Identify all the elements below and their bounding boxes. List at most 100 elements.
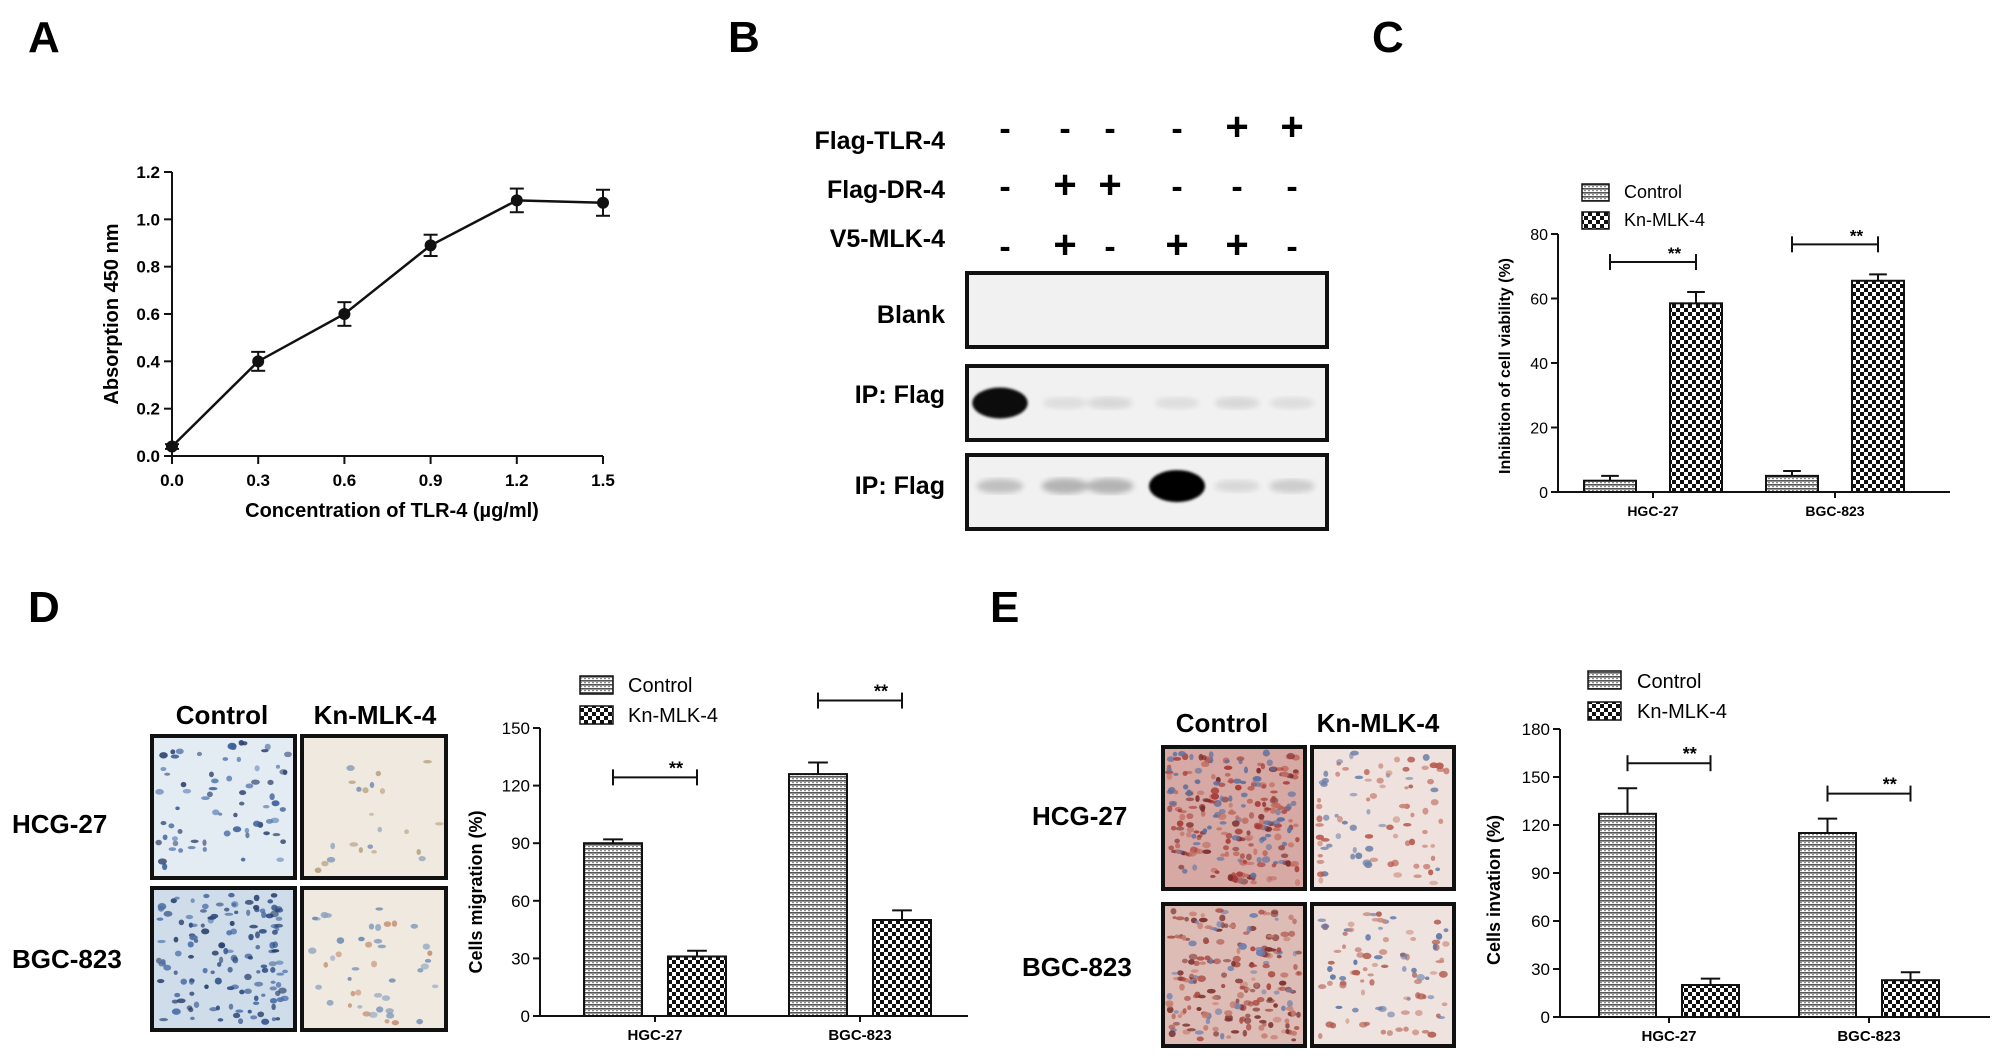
panel-b-blot: Flag-TLR-4 Flag-DR-4 V5-MLK-4 - - - - + +- + + -…: [814, 105, 1329, 531]
cell-dot: [157, 858, 167, 865]
cell-dot: [1182, 1023, 1191, 1027]
cell-dot: [240, 857, 246, 862]
cell-dot: [1273, 1003, 1278, 1008]
cell-dot: [1215, 908, 1224, 913]
cell-dot: [1246, 925, 1252, 933]
blot-band: [1041, 478, 1089, 494]
d-bar: [872, 919, 932, 1017]
cell-dot: [1188, 953, 1198, 960]
cell-dot: [375, 770, 382, 777]
cell-dot: [1290, 1010, 1296, 1017]
cell-dot: [270, 893, 278, 898]
cell-dot: [239, 989, 245, 995]
cell-dot: [230, 954, 238, 962]
cell-dot: [1201, 755, 1207, 761]
panel-letter-e: E: [990, 583, 1019, 632]
d-y-tick-label: 120: [502, 777, 530, 796]
cell-dot: [1199, 803, 1206, 811]
cell-dot: [1284, 1018, 1290, 1024]
c-category-label: BGC-823: [1805, 503, 1864, 519]
cell-dot: [226, 930, 233, 936]
cell-dot: [1349, 792, 1358, 797]
cell-dot: [1246, 798, 1254, 804]
cell-dot: [1393, 872, 1403, 878]
cell-dot: [1260, 763, 1266, 770]
a-x-label: Concentration of TLR-4 (µg/ml): [245, 500, 539, 522]
cell-dot: [1258, 818, 1265, 825]
cell-dot: [267, 779, 274, 786]
cell-dot: [1211, 995, 1218, 1000]
cell-dot: [1362, 912, 1372, 917]
cell-dot: [1416, 973, 1426, 981]
cell-dot: [1247, 785, 1255, 791]
cell-dot: [1224, 1010, 1233, 1016]
cell-dot: [155, 957, 162, 964]
cell-dot: [1250, 946, 1256, 952]
cell-dot: [1387, 861, 1395, 868]
cell-dot: [275, 990, 281, 997]
cell-dot: [371, 850, 377, 854]
cell-dot: [1245, 861, 1255, 866]
cell-dot: [241, 741, 248, 746]
blot-sign: -: [999, 228, 1010, 266]
cell-dot: [185, 914, 194, 920]
cell-dot: [1412, 1029, 1420, 1036]
cell-dot: [178, 848, 184, 853]
cell-dot: [157, 903, 167, 910]
cell-dot: [1254, 982, 1259, 988]
c-y-tick-label: 80: [1530, 227, 1548, 244]
cell-dot: [1214, 870, 1220, 874]
cell-dot: [217, 1018, 224, 1022]
cell-dot: [1182, 868, 1188, 874]
cell-dot: [1386, 1030, 1393, 1036]
c-y-tick-label: 60: [1530, 292, 1548, 309]
cell-dot: [1362, 952, 1372, 960]
cell-dot: [1405, 929, 1414, 935]
d-micrograph-grid: [150, 734, 448, 1032]
cell-dot: [1337, 815, 1343, 823]
cell-dot: [1198, 917, 1208, 923]
c-legend-label-kn: Kn-MLK-4: [1624, 210, 1705, 230]
d-bar: [583, 842, 643, 1018]
cell-dot: [159, 752, 168, 759]
cell-dot: [1182, 784, 1189, 790]
cell-dot: [200, 909, 207, 913]
cell-dot: [1196, 1036, 1204, 1042]
cell-dot: [1435, 933, 1443, 940]
cell-dot: [1316, 815, 1323, 823]
a-x-tick-label: 1.5: [591, 471, 615, 490]
cell-dot: [1231, 835, 1240, 841]
cell-dot: [1356, 952, 1365, 958]
cell-dot: [1190, 969, 1199, 973]
blot-band: [972, 387, 1028, 419]
cell-dot: [201, 903, 209, 910]
cell-dot: [212, 809, 220, 816]
blot-sign: -: [1171, 168, 1182, 206]
cell-dot: [1268, 1022, 1274, 1029]
cell-dot: [1239, 853, 1245, 860]
blot-sign: -: [999, 168, 1010, 206]
cell-dot: [348, 780, 356, 785]
cell-dot: [1245, 1013, 1251, 1018]
cell-dot: [1422, 753, 1430, 761]
cell-dot: [229, 920, 235, 927]
cell-dot: [1323, 770, 1329, 777]
e-row-label-hcg27: HCG-27: [1032, 801, 1127, 831]
cell-dot: [1369, 979, 1375, 986]
cell-dot: [1171, 1013, 1176, 1020]
cell-dot: [416, 848, 421, 856]
blot-sign: -: [1059, 110, 1070, 148]
a-y-tick-label: 0.2: [136, 400, 160, 419]
cell-dot: [1189, 911, 1198, 917]
cell-dot: [1315, 823, 1324, 827]
cell-dot: [271, 1003, 276, 1011]
cell-dot: [1278, 845, 1286, 851]
cell-dot: [1167, 935, 1176, 939]
blot-sign: +: [1280, 105, 1303, 149]
cell-dot: [1177, 976, 1184, 981]
cell-dot: [1232, 851, 1240, 857]
cell-dot: [174, 992, 181, 998]
cell-dot: [1216, 827, 1223, 831]
cell-dot: [279, 769, 288, 775]
cell-dot: [1175, 916, 1185, 921]
